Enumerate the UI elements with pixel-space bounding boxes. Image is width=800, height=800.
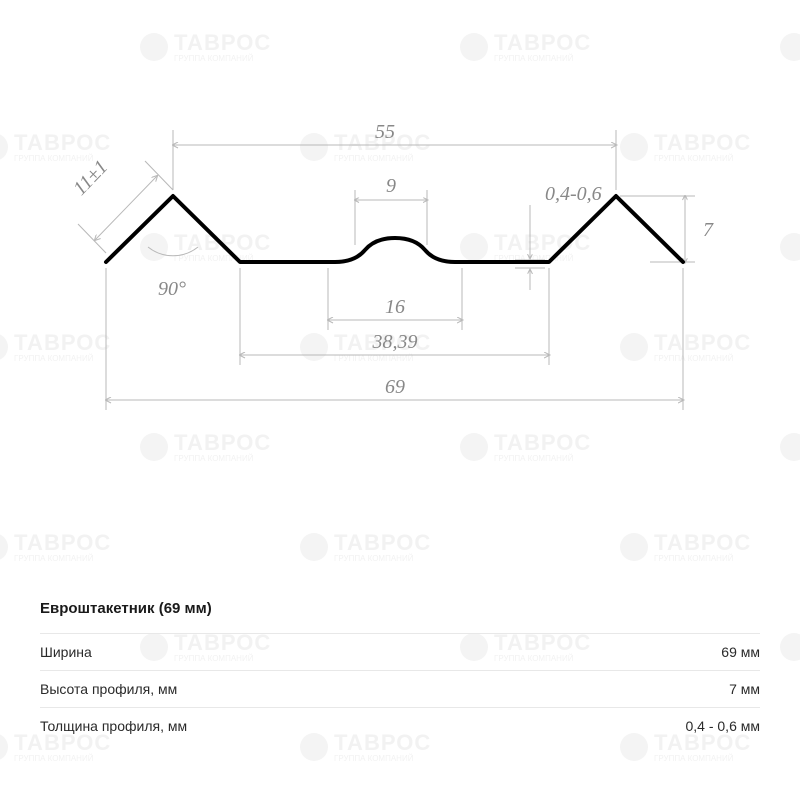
spec-label: Высота профиля, мм: [40, 681, 177, 697]
spec-value: 0,4 - 0,6 мм: [685, 718, 760, 734]
dim-label-16: 16: [385, 296, 405, 318]
spec-value: 69 мм: [721, 644, 760, 660]
dim-label-55: 55: [375, 121, 395, 143]
spec-row: Ширина 69 мм: [40, 633, 760, 670]
dim-label-thickness: 0,4-0,6: [545, 183, 602, 205]
dim-label-11: 11±1: [69, 156, 112, 200]
dim-label-angle: 90°: [158, 278, 186, 300]
spec-value: 7 мм: [729, 681, 760, 697]
spec-table: Евроштакетник (69 мм) Ширина 69 мм Высота …: [40, 600, 760, 744]
spec-title: Евроштакетник (69 мм): [40, 600, 760, 617]
spec-row: Толщина профиля, мм 0,4 - 0,6 мм: [40, 707, 760, 744]
technical-diagram: 55 11±1 90° 9 0,4-0,6 7 16: [0, 0, 800, 520]
spec-row: Высота профиля, мм 7 мм: [40, 670, 760, 707]
spec-label: Толщина профиля, мм: [40, 718, 187, 734]
dim-label-38: 38,39: [372, 331, 418, 353]
watermark-item: ТАВРОСГРУППА КОМПАНИЙ: [620, 530, 751, 563]
dim-label-9: 9: [386, 175, 396, 197]
dim-label-7: 7: [703, 219, 714, 241]
watermark-item: ТАВРОСГРУППА КОМПАНИЙ: [300, 530, 431, 563]
watermark-item: ТАВРОСГРУППА КОМПАНИЙ: [0, 530, 111, 563]
watermark-item: ТАВРОСГРУППА КОМПАНИЙ: [780, 630, 800, 663]
dim-label-69: 69: [385, 376, 405, 398]
spec-label: Ширина: [40, 644, 92, 660]
